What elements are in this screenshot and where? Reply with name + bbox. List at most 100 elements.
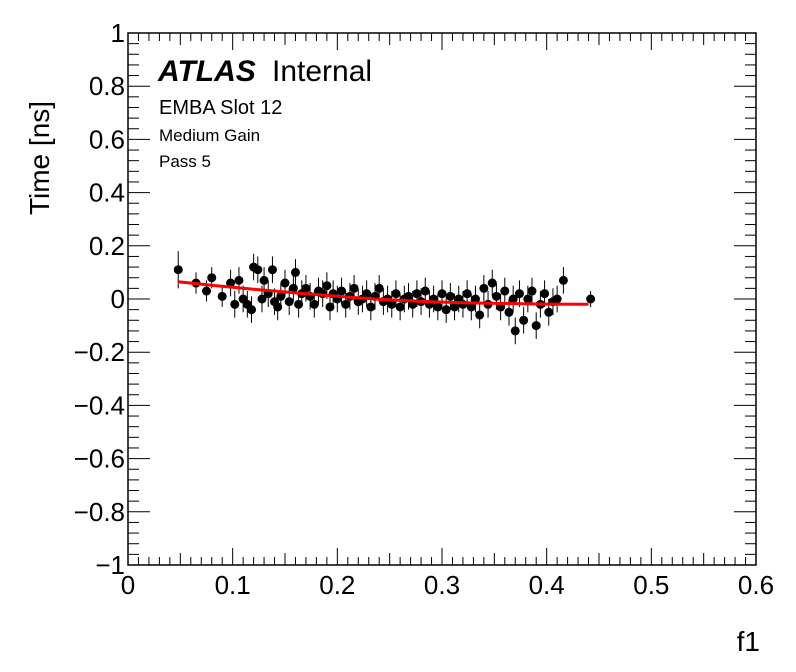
data-marker <box>531 321 541 331</box>
data-marker <box>445 291 455 301</box>
x-tick-label: 0.5 <box>633 570 669 600</box>
internal-label: Internal <box>272 55 372 88</box>
y-tick-label: 0.4 <box>89 178 125 208</box>
data-marker <box>259 275 269 285</box>
data-marker <box>527 286 537 296</box>
fit-line <box>178 280 589 306</box>
y-tick-label: −0.4 <box>74 390 125 420</box>
y-tick-label: 0.2 <box>89 231 125 261</box>
data-point <box>487 269 497 297</box>
data-point <box>253 256 263 284</box>
data-marker <box>362 289 372 299</box>
data-marker <box>257 294 267 304</box>
data-marker <box>273 302 283 312</box>
data-point <box>226 269 236 297</box>
data-point <box>247 296 257 323</box>
annotation-slot: EMBA Slot 12 <box>159 97 282 119</box>
x-tick-label: 0.2 <box>319 570 355 600</box>
data-marker <box>230 299 240 309</box>
y-axis-title: Time [ns] <box>24 101 55 215</box>
data-marker <box>309 299 319 309</box>
data-point <box>470 285 480 313</box>
data-point <box>276 283 286 310</box>
x-tick-labels: 0 0.1 0.2 0.3 0.4 0.5 0.6 <box>121 570 774 600</box>
data-point <box>552 285 562 313</box>
data-marker <box>202 286 211 296</box>
data-point <box>362 280 372 307</box>
data-marker <box>552 294 562 304</box>
data-marker <box>437 289 447 299</box>
plot-frame <box>127 32 757 566</box>
data-marker <box>391 289 401 299</box>
y-tick-label: −0.2 <box>74 337 125 367</box>
data-marker <box>491 291 501 301</box>
data-point <box>510 317 520 345</box>
data-point <box>491 283 501 310</box>
data-point <box>531 312 541 339</box>
data-point <box>288 275 298 302</box>
data-marker <box>470 294 480 304</box>
data-point <box>325 293 335 321</box>
y-tick-label: −1 <box>95 550 125 580</box>
data-marker <box>441 305 451 315</box>
data-point <box>540 280 550 307</box>
data-point <box>519 306 529 334</box>
data-marker <box>284 297 294 307</box>
data-marker <box>207 273 217 283</box>
data-point <box>337 277 347 305</box>
data-marker <box>475 310 485 320</box>
data-point <box>500 277 510 305</box>
data-marker <box>450 302 460 312</box>
x-tick-label: 0.3 <box>424 570 460 600</box>
data-marker <box>479 283 489 293</box>
data-marker <box>412 289 422 299</box>
data-marker <box>280 278 290 288</box>
y-tick-label: 0 <box>111 284 125 314</box>
data-marker <box>540 289 550 299</box>
data-marker <box>253 265 263 275</box>
data-marker <box>395 302 405 312</box>
data-point <box>586 291 596 307</box>
data-marker <box>433 302 443 312</box>
x-tick-label: 0.6 <box>738 570 774 600</box>
data-point <box>479 275 489 302</box>
annotation-pass: Pass 5 <box>159 152 211 171</box>
data-point <box>234 267 244 294</box>
data-marker <box>217 291 227 301</box>
y-tick-label: 0.8 <box>89 71 125 101</box>
data-marker <box>462 289 472 299</box>
data-marker <box>420 286 430 296</box>
data-marker <box>510 326 520 336</box>
data-point <box>387 291 397 318</box>
data-marker <box>558 275 568 285</box>
data-point <box>217 285 227 307</box>
data-marker <box>234 275 244 285</box>
data-marker <box>586 294 596 304</box>
data-point <box>527 277 537 305</box>
data-marker <box>508 294 518 304</box>
data-point <box>230 291 240 318</box>
data-marker <box>247 305 257 315</box>
data-marker <box>366 302 376 312</box>
data-marker <box>294 299 304 309</box>
data-marker <box>523 294 533 304</box>
data-marker <box>514 289 524 299</box>
data-marker <box>544 307 554 317</box>
data-marker <box>487 278 497 288</box>
data-point <box>558 267 568 294</box>
data-marker <box>276 291 286 301</box>
y-tick-label: −0.6 <box>74 444 125 474</box>
y-tick-labels: 1 0.8 0.6 0.4 0.2 0 −0.2 −0.4 −0.6 −0.8 −1 <box>74 18 125 580</box>
data-marker <box>387 299 397 309</box>
data-marker <box>519 315 529 325</box>
data-point <box>290 259 300 286</box>
x-tick-label: 0 <box>121 570 135 600</box>
data-marker <box>173 265 183 275</box>
data-marker <box>337 286 347 296</box>
data-marker <box>290 267 300 277</box>
data-marker <box>288 283 298 293</box>
x-tick-label: 0.1 <box>215 570 251 600</box>
annotation-gain: Medium Gain <box>159 126 260 145</box>
data-point <box>391 280 401 307</box>
